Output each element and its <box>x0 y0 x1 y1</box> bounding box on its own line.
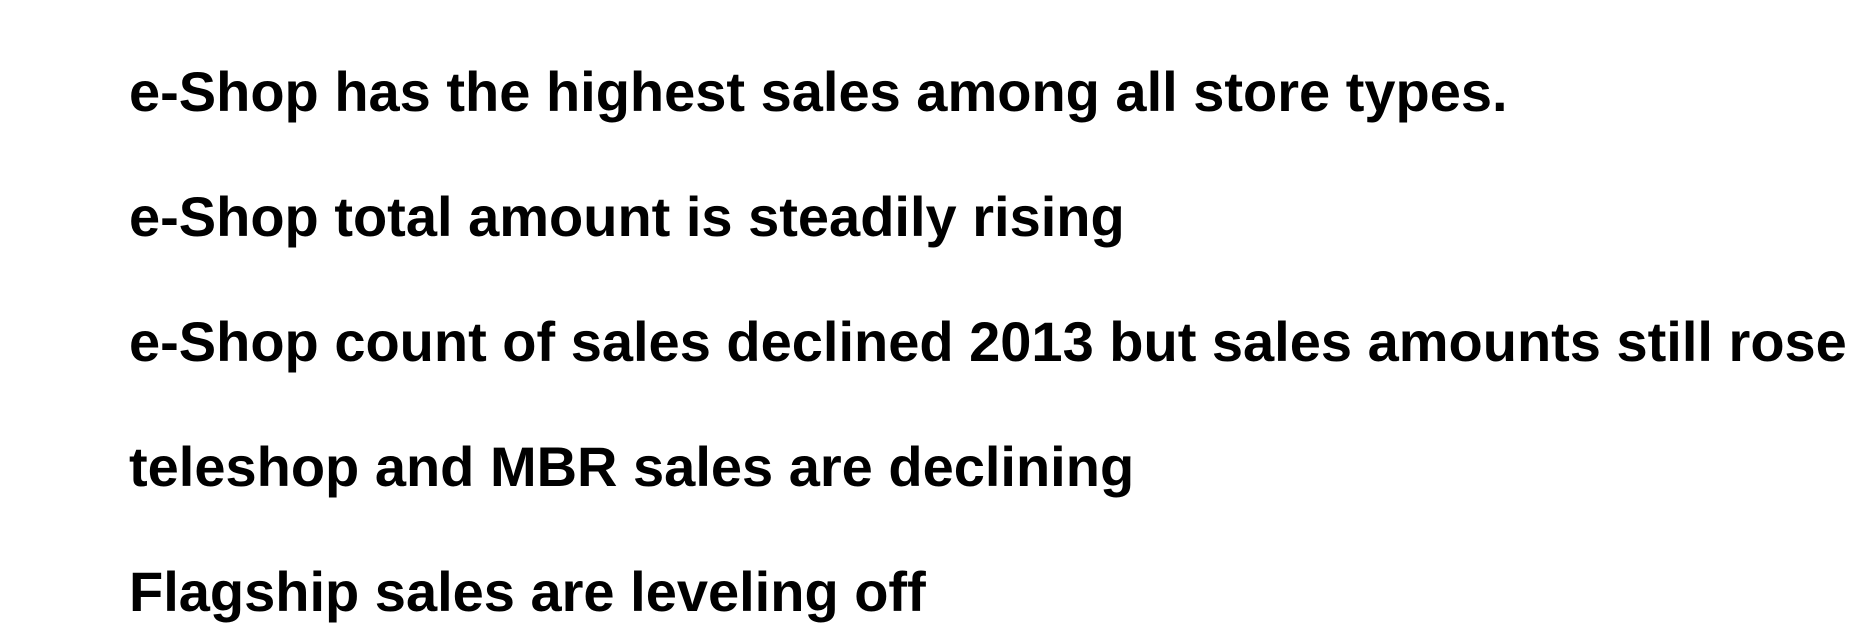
text-line-highest-sales: e-Shop has the highest sales among all s… <box>129 60 1508 123</box>
text-line-flagship: Flagship sales are leveling off <box>129 560 926 623</box>
text-line-total-rising: e-Shop total amount is steadily rising <box>129 185 1125 248</box>
text-line-count-declined: e-Shop count of sales declined 2013 but … <box>129 310 1847 373</box>
text-line-teleshop-mbr: teleshop and MBR sales are declining <box>129 435 1135 498</box>
